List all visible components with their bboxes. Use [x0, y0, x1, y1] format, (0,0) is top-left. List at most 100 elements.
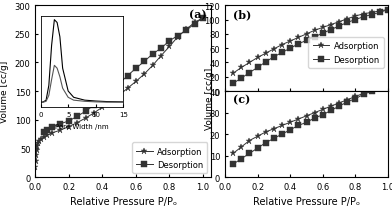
- Desorption: [296, 43, 301, 46]
- Desorption: [288, 129, 292, 131]
- Desorption: [312, 36, 317, 39]
- Adsorption: [45, 134, 49, 137]
- Desorption: [83, 110, 88, 113]
- Adsorption: [50, 132, 54, 135]
- Adsorption: [167, 46, 172, 48]
- Text: (a): (a): [189, 10, 206, 21]
- Desorption: [280, 52, 285, 54]
- Desorption: [288, 48, 292, 50]
- Text: Volume [cc/g]: Volume [cc/g]: [205, 68, 214, 130]
- Desorption: [117, 83, 122, 85]
- Adsorption: [304, 33, 309, 36]
- Adsorption: [369, 90, 374, 93]
- Desorption: [41, 131, 46, 133]
- Desorption: [345, 22, 350, 25]
- Desorption: [312, 117, 317, 120]
- Legend: Adsorption, Desorption: Adsorption, Desorption: [132, 143, 207, 173]
- Adsorption: [239, 67, 244, 69]
- Adsorption: [142, 73, 147, 76]
- Adsorption: [231, 152, 236, 155]
- Adsorption: [36, 142, 41, 144]
- Adsorption: [328, 105, 333, 108]
- Adsorption: [337, 102, 341, 105]
- Desorption: [353, 19, 358, 22]
- Desorption: [328, 110, 333, 112]
- Adsorption: [328, 24, 333, 27]
- Adsorption: [321, 27, 325, 29]
- Adsorption: [288, 41, 292, 43]
- Adsorption: [304, 115, 309, 117]
- Desorption: [142, 61, 147, 63]
- Adsorption: [296, 118, 301, 121]
- Line: Desorption: Desorption: [230, 89, 374, 167]
- Adsorption: [345, 99, 350, 102]
- Desorption: [239, 78, 244, 80]
- Desorption: [296, 125, 301, 127]
- Adsorption: [353, 96, 358, 98]
- Adsorption: [109, 101, 113, 103]
- Adsorption: [321, 109, 325, 111]
- Desorption: [192, 23, 197, 26]
- Desorption: [201, 18, 205, 20]
- Desorption: [321, 33, 325, 35]
- Line: Adsorption: Adsorption: [230, 7, 392, 77]
- Desorption: [125, 75, 130, 77]
- Adsorption: [33, 166, 38, 168]
- Desorption: [304, 40, 309, 42]
- Desorption: [280, 133, 285, 136]
- Desorption: [263, 142, 268, 144]
- Desorption: [377, 12, 382, 15]
- Desorption: [369, 90, 374, 93]
- Adsorption: [184, 29, 189, 31]
- Adsorption: [296, 37, 301, 40]
- Desorption: [337, 26, 341, 28]
- Adsorption: [67, 126, 71, 128]
- Desorption: [353, 98, 358, 100]
- Desorption: [231, 163, 236, 166]
- Adsorption: [33, 160, 38, 163]
- Desorption: [255, 147, 260, 150]
- Adsorption: [361, 92, 366, 95]
- Adsorption: [83, 117, 88, 120]
- Desorption: [231, 83, 236, 85]
- Adsorption: [231, 73, 236, 75]
- Desorption: [304, 121, 309, 124]
- Adsorption: [263, 53, 268, 55]
- Desorption: [247, 152, 252, 155]
- Desorption: [272, 137, 276, 140]
- Desorption: [92, 105, 96, 107]
- Adsorption: [176, 36, 180, 39]
- Line: Adsorption: Adsorption: [32, 15, 207, 170]
- Adsorption: [192, 22, 197, 25]
- Desorption: [50, 126, 54, 129]
- Desorption: [386, 9, 390, 12]
- Desorption: [272, 56, 276, 59]
- Adsorption: [201, 18, 205, 20]
- Text: (b): (b): [233, 9, 251, 20]
- Desorption: [247, 72, 252, 74]
- Adsorption: [39, 138, 44, 141]
- X-axis label: Relative Pressure P/Pₒ: Relative Pressure P/Pₒ: [253, 197, 360, 206]
- Adsorption: [159, 55, 163, 57]
- Desorption: [75, 116, 80, 118]
- Legend: Adsorption, Desorption: Adsorption, Desorption: [309, 38, 384, 68]
- Adsorption: [117, 94, 122, 97]
- Line: Adsorption: Adsorption: [230, 88, 375, 157]
- Adsorption: [151, 65, 155, 67]
- Desorption: [263, 61, 268, 64]
- Desorption: [109, 90, 113, 93]
- Desorption: [255, 67, 260, 69]
- Adsorption: [100, 106, 105, 109]
- Adsorption: [272, 48, 276, 51]
- Desorption: [45, 129, 49, 132]
- Adsorption: [255, 57, 260, 59]
- Desorption: [361, 94, 366, 96]
- Adsorption: [280, 44, 285, 47]
- Adsorption: [386, 9, 390, 12]
- Adsorption: [345, 19, 350, 21]
- Adsorption: [361, 14, 366, 16]
- Desorption: [58, 123, 63, 125]
- Adsorption: [247, 62, 252, 64]
- Desorption: [176, 35, 180, 38]
- Adsorption: [41, 136, 46, 138]
